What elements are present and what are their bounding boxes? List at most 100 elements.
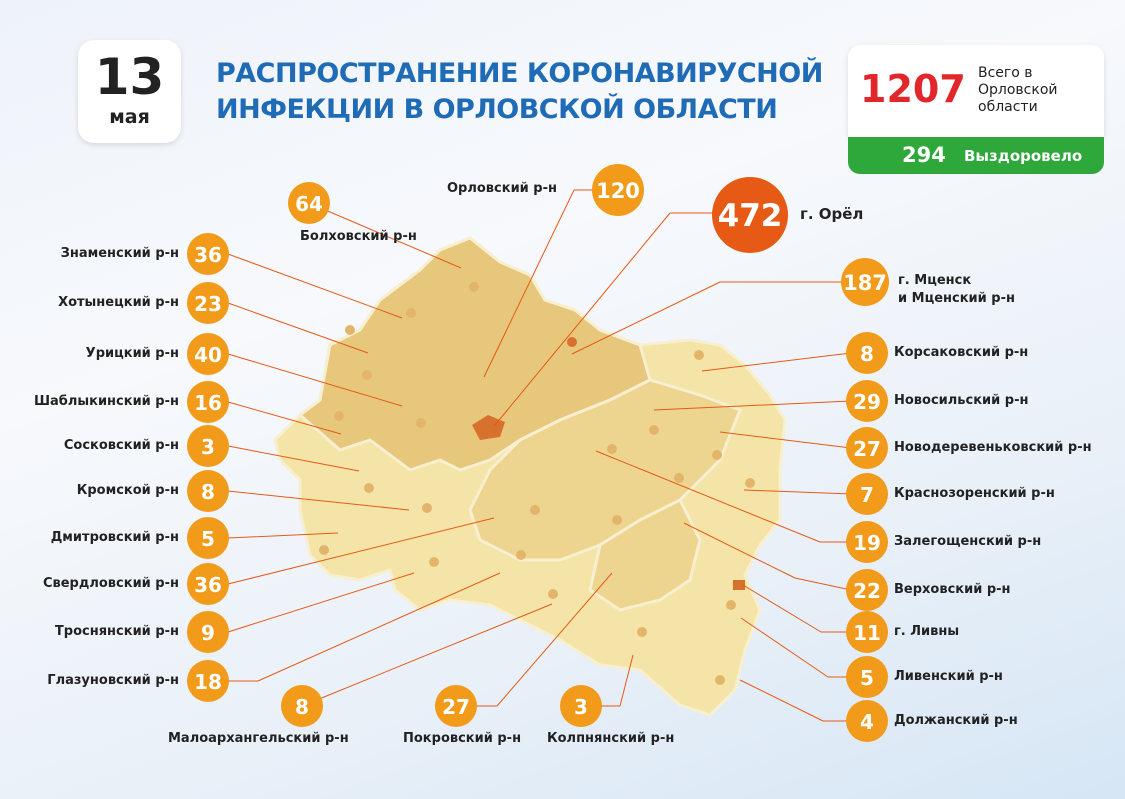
label-uritsk: Урицкий р-н <box>85 346 179 361</box>
leader-line <box>701 352 852 372</box>
district-dot <box>422 503 432 513</box>
badge-khotynets <box>187 282 229 324</box>
district-dot <box>530 505 540 515</box>
leader-line <box>257 572 501 682</box>
label-orlovsky: Орловский р-н <box>447 181 557 196</box>
orel-city-label: г. Орёл <box>800 205 864 223</box>
leader-line <box>227 353 403 407</box>
title-line-1: РАСПРОСТРАНЕНИЕ КОРОНАВИРУСНОЙ <box>216 58 823 89</box>
badge-kolpna-value: 3 <box>574 695 588 719</box>
leader-line <box>740 617 829 678</box>
badge-kromy-value: 8 <box>201 480 215 504</box>
district-dot <box>319 545 329 555</box>
leader-line <box>496 572 613 707</box>
label-sverdlov: Свердловский р-н <box>42 576 179 591</box>
leader-line <box>301 603 553 707</box>
leader-line <box>742 584 822 633</box>
label-krasnozor: Краснозоренский р-н <box>894 486 1055 501</box>
region-north-west <box>297 236 652 472</box>
badge-uritsk <box>187 333 229 375</box>
leader-line <box>308 202 462 269</box>
badge-orlovsky <box>592 164 644 216</box>
date-day: 13 <box>94 48 165 106</box>
badge-novosil-value: 29 <box>853 390 881 414</box>
leader-lines <box>227 189 852 722</box>
badge-bolkhov <box>288 182 330 224</box>
livny-city-shape <box>733 580 745 590</box>
label-bolkhov: Болховский р-н <box>300 229 417 244</box>
badge-verkhov-value: 22 <box>853 579 881 603</box>
leader-line <box>619 654 634 707</box>
badge-verkhov <box>846 569 888 611</box>
district-dots <box>319 282 755 685</box>
badge-khotynets-value: 23 <box>194 292 222 316</box>
badge-znamen-value: 36 <box>194 243 222 267</box>
district-dot <box>715 675 725 685</box>
badge-uritsk-value: 40 <box>194 343 222 367</box>
total-label: Всего в Орловской области <box>978 65 1058 115</box>
leader-line <box>595 450 821 543</box>
badge-kromy <box>187 470 229 512</box>
district-badges: 64 120 187 36 23 40 16 3 8 5 36 9 <box>187 164 889 742</box>
label-shablyk: Шаблыкинский р-н <box>33 394 179 409</box>
badge-glazunov <box>187 660 229 702</box>
leader-line <box>739 679 824 722</box>
badge-maloarkh-value: 8 <box>295 695 309 719</box>
region-center-south <box>588 497 702 612</box>
district-dot <box>607 444 617 454</box>
badge-trosna <box>187 611 229 653</box>
badge-shablyk <box>187 381 229 423</box>
orel-city-badge <box>712 177 788 253</box>
label-zalegosch: Залегощенский р-н <box>894 534 1042 549</box>
district-dot <box>548 589 558 599</box>
recovered-value: 294 <box>902 143 946 167</box>
district-dot <box>745 478 755 488</box>
district-dot <box>345 325 355 335</box>
leader-line <box>227 302 369 354</box>
leader-line <box>483 189 575 378</box>
date-card: 13 мая <box>78 40 181 143</box>
badge-zalegosch-value: 19 <box>853 531 881 555</box>
badge-livny-city <box>846 611 888 653</box>
district-dot <box>637 627 647 637</box>
orel-city-value: 472 <box>718 198 783 234</box>
badge-orlovsky-value: 120 <box>596 179 640 203</box>
leader-line <box>794 577 852 591</box>
label-maloarkh: Малоархангельский р-н <box>168 731 349 746</box>
badge-bolkhov-value: 64 <box>295 192 323 216</box>
label-znamen: Знаменский р-н <box>60 246 179 261</box>
leader-line <box>227 401 342 435</box>
district-dot <box>712 450 722 460</box>
label-kolpna: Колпнянский р-н <box>547 731 675 746</box>
orel-city-shape <box>472 415 505 440</box>
label-korsakov: Корсаковский р-н <box>894 345 1029 360</box>
label-soskovo: Сосковский р-н <box>63 438 179 453</box>
leader-line <box>571 281 721 355</box>
district-dot <box>469 282 479 292</box>
leader-line <box>494 212 671 426</box>
badge-dolzhansk <box>846 700 888 742</box>
district-dot <box>406 308 416 318</box>
badge-korsakov <box>846 332 888 374</box>
badge-korsakov-value: 8 <box>860 342 874 366</box>
leader-line <box>227 517 495 585</box>
badge-sverdlov <box>187 563 229 605</box>
label-kromy: Кромской р-н <box>76 483 179 498</box>
label-dolzhansk: Должанский р-н <box>894 713 1018 728</box>
leader-line <box>227 532 339 539</box>
label-dmitrovsk: Дмитровский р-н <box>50 530 179 545</box>
total-value: 1207 <box>860 67 966 111</box>
district-dot <box>612 515 622 525</box>
leader-line <box>719 431 852 449</box>
badge-zalegosch <box>846 521 888 563</box>
badge-kolpna <box>560 685 602 727</box>
badge-novoderev <box>846 427 888 469</box>
district-dot <box>364 483 374 493</box>
badge-livny <box>846 656 888 698</box>
district-dot <box>334 411 344 421</box>
recovered-label: Выздоровело <box>964 147 1083 165</box>
recovered-bar: 294 Выздоровело <box>848 137 1104 174</box>
district-dot <box>694 350 704 360</box>
leader-line <box>653 400 852 411</box>
leader-line <box>227 253 403 319</box>
